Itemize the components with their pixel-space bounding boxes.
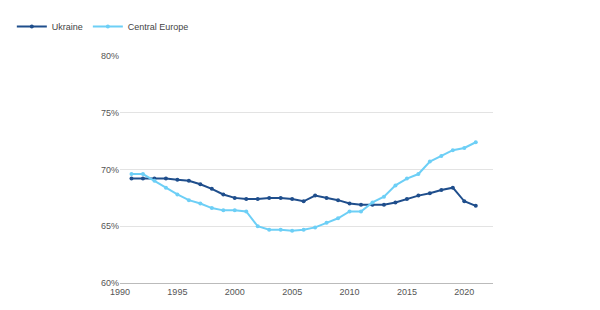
svg-text:1995: 1995 [167,287,187,297]
svg-text:75%: 75% [101,108,119,118]
svg-text:2005: 2005 [282,287,302,297]
svg-text:2000: 2000 [225,287,245,297]
svg-text:2020: 2020 [454,287,474,297]
svg-text:80%: 80% [101,51,119,61]
svg-text:2010: 2010 [340,287,360,297]
svg-text:Ukraine: Ukraine [52,22,83,32]
svg-text:Central Europe: Central Europe [128,22,189,32]
svg-text:1990: 1990 [110,287,130,297]
svg-text:65%: 65% [101,221,119,231]
svg-text:70%: 70% [101,165,119,175]
svg-text:2015: 2015 [397,287,417,297]
svg-text:60%: 60% [101,278,119,288]
